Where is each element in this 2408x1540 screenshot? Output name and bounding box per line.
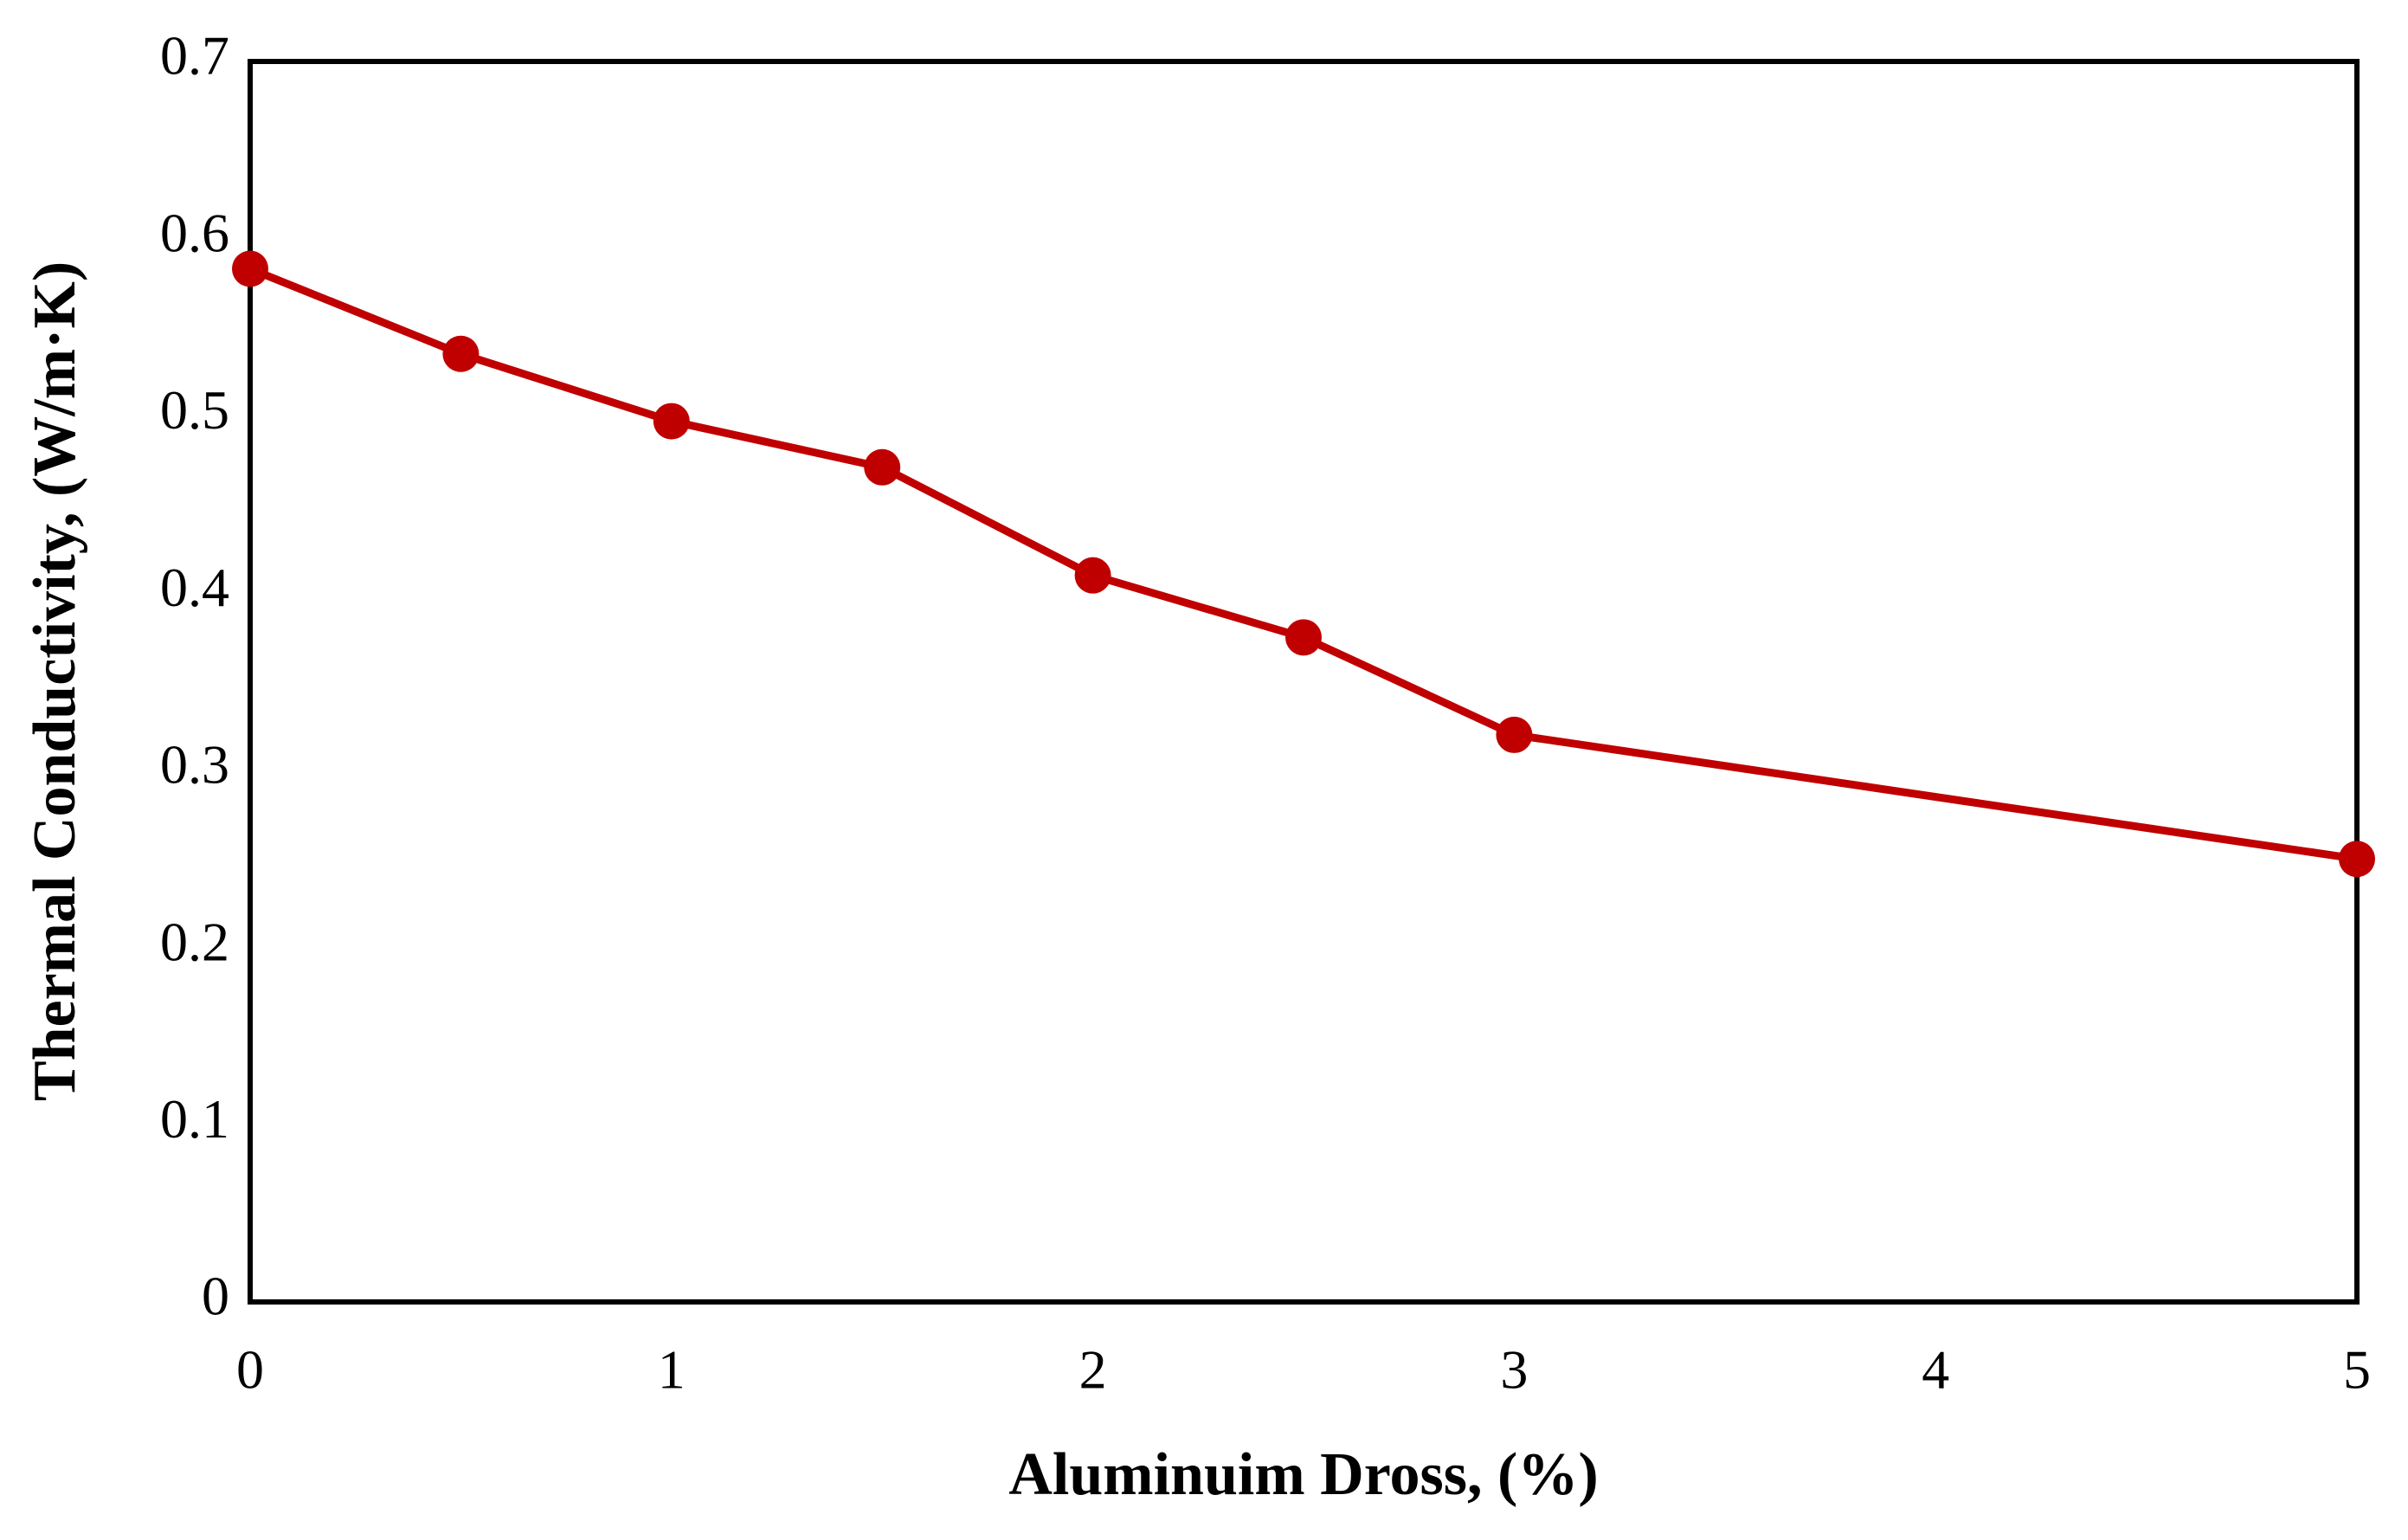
- y-axis-title: Thermal Conductivity, (W/m·K): [22, 261, 88, 1101]
- plot-frame: [248, 59, 2360, 1305]
- y-tick-label: 0.6: [160, 202, 229, 263]
- x-tick-label: 5: [2343, 1339, 2371, 1401]
- y-tick-label: 0.5: [160, 379, 229, 441]
- data-point: [232, 250, 268, 287]
- data-point: [864, 448, 901, 486]
- y-tick-label: 0.7: [160, 25, 229, 87]
- x-axis-title: Aluminuim Dross, (%): [1008, 1441, 1598, 1508]
- y-tick-label: 0.3: [160, 734, 229, 796]
- data-point: [653, 403, 690, 440]
- data-point: [2339, 841, 2375, 878]
- x-tick-label: 4: [1922, 1339, 1949, 1401]
- y-tick-label: 0.2: [160, 911, 229, 972]
- y-tick-label: 0.1: [160, 1088, 229, 1150]
- y-tick-label: 0.4: [160, 557, 229, 618]
- x-tick-label: 1: [658, 1339, 686, 1401]
- data-point: [1496, 716, 1533, 753]
- data-point: [442, 335, 480, 372]
- x-tick-label: 2: [1079, 1339, 1107, 1401]
- x-tick-label: 3: [1500, 1339, 1528, 1401]
- x-tick-label: 0: [236, 1339, 264, 1401]
- series-line: [248, 265, 2358, 863]
- data-point: [1285, 619, 1322, 656]
- data-point: [1074, 557, 1111, 594]
- y-tick-label: 0: [202, 1266, 229, 1327]
